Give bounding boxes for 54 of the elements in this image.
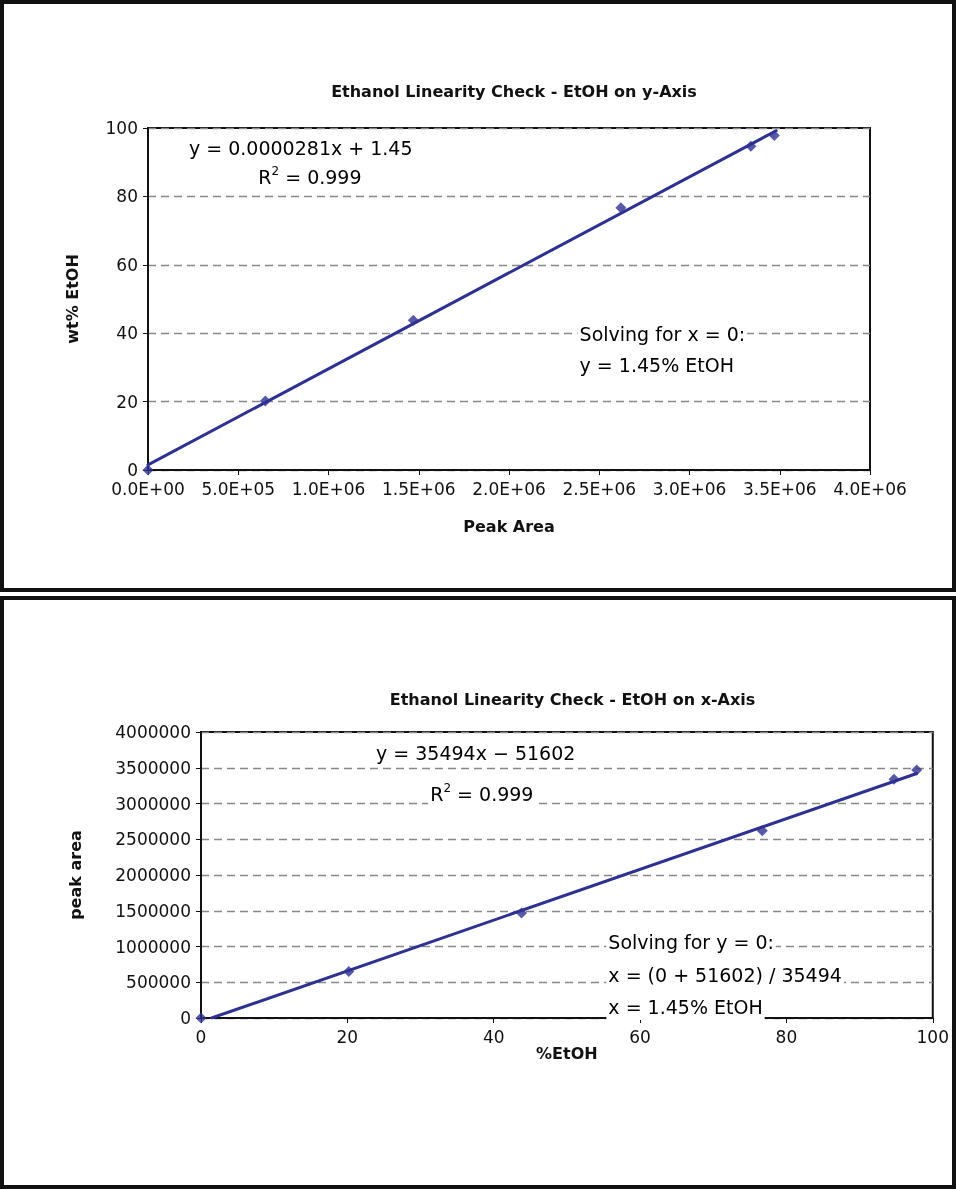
x-tick-label: 2.5E+06 (562, 478, 637, 499)
point (343, 966, 355, 978)
annotation: y = 35494x − 51602 (375, 742, 576, 765)
y-tick-label: 3000000 (115, 793, 191, 814)
y-tick-label: 4000000 (115, 722, 191, 742)
y-tick-label: 2500000 (115, 829, 191, 850)
annotation: x = (0 + 51602) / 35494 (608, 963, 842, 986)
chart-title: Ethanol Linearity Check - EtOH on y-Axis (331, 81, 697, 101)
x-tick-label: 40 (482, 1026, 505, 1047)
annotation: Solving for y = 0: (608, 930, 774, 953)
y-tick-label: 100 (105, 118, 138, 138)
point (745, 140, 757, 152)
annotation: x = 1.45% EtOH (608, 995, 763, 1018)
x-tick-label: 5.0E+05 (201, 478, 276, 499)
point (195, 1012, 207, 1024)
x-tick-label: 4.0E+06 (833, 478, 907, 499)
y-tick-label: 500000 (126, 972, 191, 993)
y-tick-label: 1500000 (115, 900, 191, 921)
annotation: y = 1.45% EtOH (579, 353, 734, 376)
x-tick-label: 1.0E+06 (291, 478, 366, 499)
point (516, 907, 528, 919)
x-tick-label: 2.0E+06 (472, 478, 546, 499)
annotation: Solving for x = 0: (579, 323, 746, 346)
y-axis-title: peak area (65, 830, 85, 920)
point (888, 773, 900, 785)
point (756, 825, 768, 837)
x-tick-label: 0.0E+00 (111, 478, 185, 499)
x-tick-label: 3.5E+06 (742, 478, 817, 499)
y-tick-label: 40 (116, 323, 138, 344)
chart-title: Ethanol Linearity Check - EtOH on x-Axis (389, 689, 756, 709)
x-axis-title: Peak Area (463, 516, 555, 536)
x-tick-label: 60 (629, 1026, 651, 1047)
x-axis-title: %EtOH (536, 1044, 598, 1064)
y-tick-label: 0 (180, 1008, 191, 1028)
point (142, 464, 154, 476)
y-tick-label: 3500000 (115, 757, 191, 778)
x-tick-label: 1.5E+06 (381, 478, 456, 499)
y-tick-label: 1000000 (115, 936, 191, 957)
x-tick-label: 20 (336, 1026, 359, 1047)
y-tick-label: 0 (127, 460, 138, 480)
y-tick-label: 80 (116, 186, 138, 207)
x-tick-label: 0 (195, 1026, 207, 1047)
x-tick-label: 3.0E+06 (652, 478, 727, 499)
x-tick-label: 80 (775, 1026, 798, 1047)
y-tick-label: 60 (116, 254, 138, 275)
annotation: y = 0.0000281x + 1.45 (188, 136, 413, 159)
y-tick-label: 2000000 (115, 865, 191, 885)
point (911, 764, 923, 776)
point (259, 395, 271, 407)
y-tick-label: 20 (116, 391, 138, 412)
x-tick-label: 100 (916, 1026, 949, 1047)
point (768, 130, 780, 142)
y-axis-title: wt% EtOH (62, 254, 82, 344)
point (407, 314, 419, 326)
